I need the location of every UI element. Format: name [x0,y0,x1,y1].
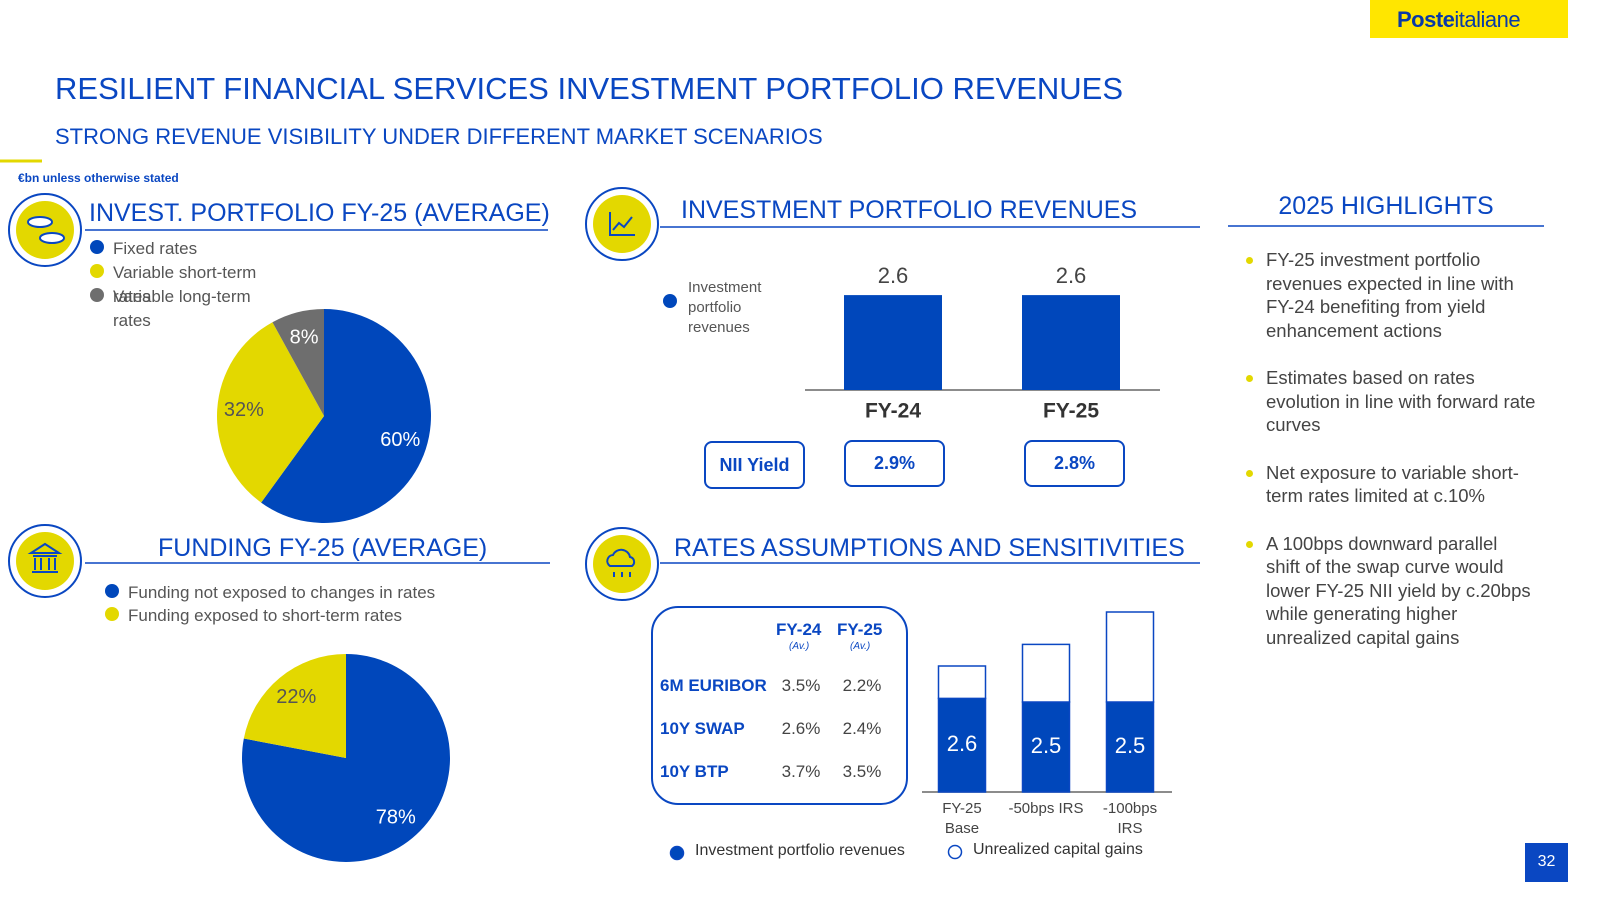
table-column: FY-24 [776,620,822,639]
pie-label: 78% [376,806,416,828]
pie-slice [243,654,346,758]
nii-value: 2.9% [844,440,945,487]
legend-marker [90,264,104,278]
legend-label: Variable long-term rates [113,287,251,330]
highlight: Estimates based on rates evolution in li… [1246,366,1536,437]
highlights-list: FY-25 investment portfolio revenues expe… [1246,248,1536,673]
table-note: (Av.) [789,641,810,652]
table-column: FY-25 [837,620,883,639]
table-row-label: 10Y SWAP [660,719,745,738]
legend-marker [105,607,119,621]
table-note: (Av.) [850,641,871,652]
highlight: Net exposure to variable short-term rate… [1246,461,1536,508]
table-cell: 2.2% [842,676,882,695]
bar-segment [1021,643,1071,703]
bar-segment [937,665,987,700]
pie-label: 22% [276,686,316,708]
section-heading: INVESTMENT PORTFOLIO REVENUES [681,196,1138,224]
table-cell: 2.4% [842,719,882,738]
legend-marker [90,240,104,254]
icon-chart [585,187,659,261]
pie-slice [242,654,451,863]
section-heading: FUNDING FY-25 (AVERAGE) [158,534,488,562]
highlight: A 100bps downward parallel shift of the … [1246,532,1536,650]
logo: Posteitaliane [1397,7,1521,33]
legend-marker [663,294,677,308]
value-label: 2.6 [947,731,978,756]
page-number-box [1525,843,1568,882]
table-row-label: 10Y BTP [660,762,729,781]
bar-segment [1021,701,1071,793]
bar-segment [937,697,987,793]
nii-label: NII Yield [704,441,805,489]
logo-bold: Poste [1397,7,1455,32]
bar-segment [1105,701,1155,793]
legend-label: Investment portfolio revenues [695,842,905,859]
logo-light: italiane [1454,7,1521,32]
value-label: 2.6 [1056,263,1087,288]
bar [1022,295,1120,390]
section-heading: RATES ASSUMPTIONS AND SENSITIVITIES [674,534,1185,562]
pie-label: 60% [380,429,420,451]
icon-bank [8,524,82,598]
page-number: 32 [1537,853,1556,870]
legend-marker [947,844,963,860]
x-tick-label: -50bps IRS [1008,800,1084,817]
title: RESILIENT FINANCIAL SERVICES INVESTMENT … [55,71,1124,106]
pie-slice [272,309,324,416]
legend-label: Funding not exposed to changes in rates [128,583,436,602]
unit-note: €bn unless otherwise stated [18,171,179,185]
bar-segment [1105,611,1155,703]
legend-label: Investment portfolio revenues [688,279,762,336]
value-label: 2.5 [1115,733,1146,758]
table-cell: 2.6% [781,719,821,738]
section-heading: INVEST. PORTFOLIO FY-25 (AVERAGE) [89,199,550,227]
logo-band [1370,0,1568,38]
legend-label: Variable short-term rates [113,263,257,306]
legend-marker [105,584,119,598]
pie-label: 8% [290,327,319,349]
value-label: 2.5 [1031,733,1062,758]
section-heading: 2025 HIGHLIGHTS [1278,192,1494,220]
table-frame [651,606,908,805]
icon-coins [8,193,82,267]
x-tick-label: FY-24 [865,400,921,423]
table-row-label: 6M EURIBOR [660,676,767,695]
bar [844,295,942,390]
pie-slice [261,309,431,523]
subtitle: STRONG REVENUE VISIBILITY UNDER DIFFEREN… [55,124,823,149]
legend-marker [90,288,104,302]
highlight: FY-25 investment portfolio revenues expe… [1246,248,1536,342]
legend-label: Fixed rates [113,239,198,258]
legend-label: Funding exposed to short-term rates [128,606,403,625]
nii-value: 2.8% [1024,440,1125,487]
icon-cloud [585,527,659,601]
pie-label: 32% [224,399,264,421]
x-tick-label: -100bps IRS [1102,800,1158,837]
table-cell: 3.5% [781,676,821,695]
pie-slice [216,322,324,503]
x-tick-label: FY-25 Base [942,800,982,837]
value-label: 2.6 [878,263,909,288]
legend-label: Unrealized capital gains [973,841,1143,858]
table-cell: 3.7% [781,762,821,781]
legend-marker [669,845,685,861]
x-tick-label: FY-25 [1043,400,1099,423]
table-cell: 3.5% [842,762,882,781]
